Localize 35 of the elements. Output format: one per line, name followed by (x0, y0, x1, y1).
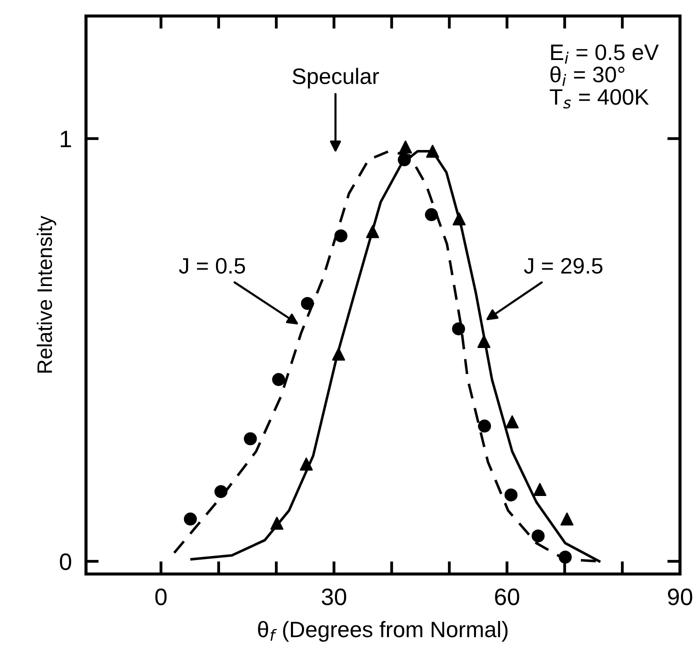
y-tick-label: 1 (60, 130, 71, 148)
point (272, 373, 286, 386)
point (214, 485, 228, 498)
point (424, 208, 438, 222)
point (366, 225, 380, 238)
point (506, 415, 519, 428)
point (452, 322, 466, 336)
point (560, 512, 574, 526)
x-tick-label: 90 (668, 588, 692, 606)
point (452, 212, 466, 226)
point (426, 144, 440, 158)
point (533, 482, 546, 496)
point (398, 140, 412, 154)
point (334, 229, 348, 242)
point (558, 550, 572, 564)
x-axis-title: θ$_{f}$ (Degrees from Normal) (258, 621, 508, 642)
annotation: Specular (292, 68, 379, 89)
text: E$_{i}$ = 0.5 eV θ$_{i}$ = 30° T$_{s}$ = 400K (550, 44, 659, 108)
point (477, 334, 490, 348)
point (504, 488, 518, 502)
point (244, 432, 257, 446)
point (300, 458, 313, 471)
point (398, 153, 411, 166)
x-tick-label: 0 (155, 588, 167, 606)
annotation: J = 29.5 (524, 258, 602, 274)
x-tick-label: 60 (495, 588, 520, 606)
point (478, 420, 492, 433)
point (532, 529, 545, 542)
y-axis-title: Relative Intensity (36, 216, 56, 373)
x-tick-label: 30 (322, 588, 346, 606)
point (184, 512, 197, 526)
point (332, 348, 346, 361)
point (300, 296, 314, 310)
annotation: J = 0.5 (178, 258, 246, 274)
point (270, 516, 284, 530)
